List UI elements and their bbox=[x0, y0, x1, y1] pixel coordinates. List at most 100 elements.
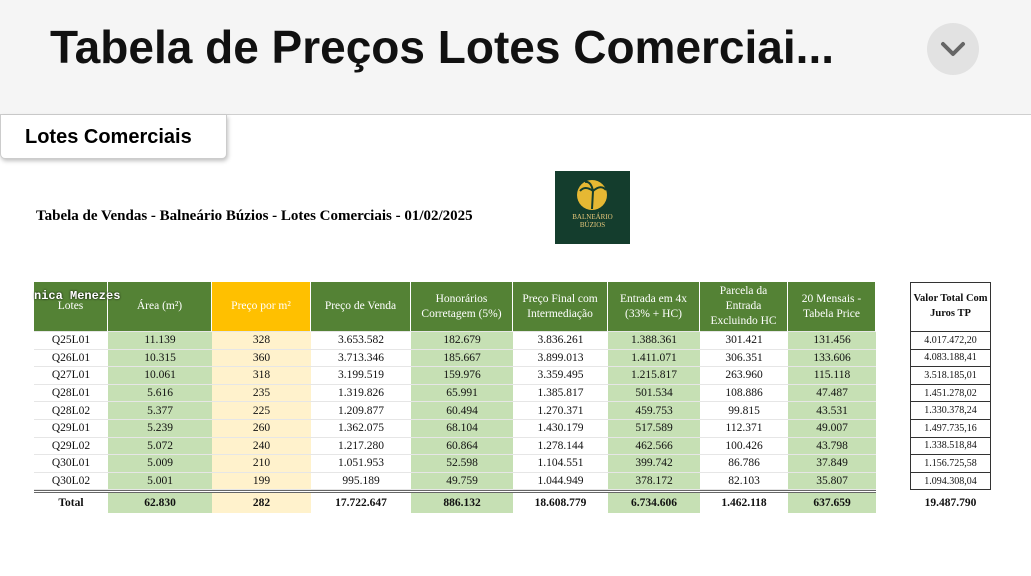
table-cell: 1.319.826 bbox=[311, 384, 411, 403]
table-cell: Q29L02 bbox=[34, 437, 108, 456]
table-cell: 1.362.075 bbox=[311, 420, 411, 438]
table-cell: 115.118 bbox=[788, 367, 876, 385]
expand-button[interactable] bbox=[927, 23, 979, 75]
side-cell: 1.156.725,58 bbox=[910, 455, 991, 473]
table-cell: 1.217.280 bbox=[311, 437, 411, 456]
table-cell: 35.807 bbox=[788, 472, 876, 491]
table-cell: 1.104.551 bbox=[513, 455, 608, 473]
table-cell: 5.239 bbox=[108, 420, 212, 438]
table-cell: Q29L01 bbox=[34, 420, 108, 438]
table-cell: 1.388.361 bbox=[608, 332, 700, 350]
total-cell: Total bbox=[34, 493, 108, 514]
total-cell: 62.830 bbox=[108, 493, 212, 514]
table-cell: 459.753 bbox=[608, 402, 700, 420]
column-header: Honorários Corretagem (5%) bbox=[411, 282, 513, 332]
table-cell: 5.072 bbox=[108, 437, 212, 456]
table-cell: Q25L01 bbox=[34, 332, 108, 350]
side-total: 19.487.790 bbox=[924, 497, 977, 510]
table-cell: 399.742 bbox=[608, 455, 700, 473]
table-cell: 240 bbox=[212, 437, 311, 456]
table-cell: 5.001 bbox=[108, 472, 212, 491]
total-cell: 17.722.647 bbox=[311, 493, 411, 514]
total-cell: 6.734.606 bbox=[608, 493, 700, 514]
table-cell: 49.759 bbox=[411, 472, 513, 491]
table-cell: 49.007 bbox=[788, 420, 876, 438]
sheet-tab[interactable]: Lotes Comerciais bbox=[0, 115, 227, 159]
table-cell: 3.199.519 bbox=[311, 367, 411, 385]
document-title: Tabela de Preços Lotes Comerciai... bbox=[50, 21, 834, 73]
table-cell: 60.494 bbox=[411, 402, 513, 420]
table-cell: 5.616 bbox=[108, 384, 212, 403]
side-header: Valor Total Com Juros TP bbox=[910, 282, 991, 332]
total-cell: 282 bbox=[212, 493, 311, 514]
side-cell: 1.338.518,84 bbox=[910, 437, 991, 456]
table-cell: 100.426 bbox=[700, 437, 788, 456]
table-cell: 185.667 bbox=[411, 349, 513, 368]
table-cell: 108.886 bbox=[700, 384, 788, 403]
table-cell: Q28L01 bbox=[34, 384, 108, 403]
table-cell: 260 bbox=[212, 420, 311, 438]
table-cell: 501.534 bbox=[608, 384, 700, 403]
table-cell: 112.371 bbox=[700, 420, 788, 438]
table-cell: 60.864 bbox=[411, 437, 513, 456]
table-cell: 318 bbox=[212, 367, 311, 385]
logo-text: BALNEÁRIO BÚZIOS bbox=[572, 213, 613, 229]
table-cell: Q30L02 bbox=[34, 472, 108, 491]
table-cell: 131.456 bbox=[788, 332, 876, 350]
table-cell: 99.815 bbox=[700, 402, 788, 420]
column-header: 20 Mensais - Tabela Price bbox=[788, 282, 876, 332]
table-cell: 1.385.817 bbox=[513, 384, 608, 403]
side-cell: 1.094.308,04 bbox=[910, 472, 991, 491]
table-cell: 5.377 bbox=[108, 402, 212, 420]
table-cell: 5.009 bbox=[108, 455, 212, 473]
total-cell: 1.462.118 bbox=[700, 493, 788, 514]
table-cell: 43.798 bbox=[788, 437, 876, 456]
table-cell: 235 bbox=[212, 384, 311, 403]
table-cell: 1.209.877 bbox=[311, 402, 411, 420]
column-header: Parcela da Entrada Excluindo HC bbox=[700, 282, 788, 332]
table-cell: 517.589 bbox=[608, 420, 700, 438]
logo: BALNEÁRIO BÚZIOS bbox=[555, 171, 630, 244]
table-cell: 263.960 bbox=[700, 367, 788, 385]
table-cell: 301.421 bbox=[700, 332, 788, 350]
side-cell: 4.083.188,41 bbox=[910, 349, 991, 368]
side-cell: 1.497.735,16 bbox=[910, 420, 991, 438]
table-cell: 3.653.582 bbox=[311, 332, 411, 350]
table-cell: 37.849 bbox=[788, 455, 876, 473]
table-cell: 360 bbox=[212, 349, 311, 368]
table-cell: 182.679 bbox=[411, 332, 513, 350]
column-header: Lotes bbox=[34, 282, 108, 332]
table-cell: 52.598 bbox=[411, 455, 513, 473]
side-cell: 3.518.185,01 bbox=[910, 367, 991, 385]
table-cell: 43.531 bbox=[788, 402, 876, 420]
table-cell: 10.315 bbox=[108, 349, 212, 368]
column-header: Preço de Venda bbox=[311, 282, 411, 332]
table-cell: 1.278.144 bbox=[513, 437, 608, 456]
table-cell: 11.139 bbox=[108, 332, 212, 350]
total-cell: 18.608.779 bbox=[513, 493, 608, 514]
table-cell: 328 bbox=[212, 332, 311, 350]
table-cell: 65.991 bbox=[411, 384, 513, 403]
table-cell: 10.061 bbox=[108, 367, 212, 385]
column-header: Entrada em 4x (33% + HC) bbox=[608, 282, 700, 332]
table-cell: 306.351 bbox=[700, 349, 788, 368]
top-bar bbox=[0, 0, 1031, 115]
table-cell: 378.172 bbox=[608, 472, 700, 491]
watermark: nica Menezes bbox=[34, 289, 121, 303]
table-cell: 1.044.949 bbox=[513, 472, 608, 491]
column-header: Preço Final com Intermediação bbox=[513, 282, 608, 332]
table-cell: 1.051.953 bbox=[311, 455, 411, 473]
table-cell: 133.606 bbox=[788, 349, 876, 368]
side-cell: 1.451.278,02 bbox=[910, 384, 991, 403]
table-title: Tabela de Vendas - Balneário Búzios - Lo… bbox=[36, 208, 473, 224]
chevron-icon bbox=[941, 42, 965, 56]
table-cell: 159.976 bbox=[411, 367, 513, 385]
table-cell: 47.487 bbox=[788, 384, 876, 403]
column-header: Preço por m² bbox=[212, 282, 311, 332]
total-cell: 637.659 bbox=[788, 493, 876, 514]
table-cell: 210 bbox=[212, 455, 311, 473]
table-cell: 462.566 bbox=[608, 437, 700, 456]
table-cell: Q28L02 bbox=[34, 402, 108, 420]
table-cell: 82.103 bbox=[700, 472, 788, 491]
